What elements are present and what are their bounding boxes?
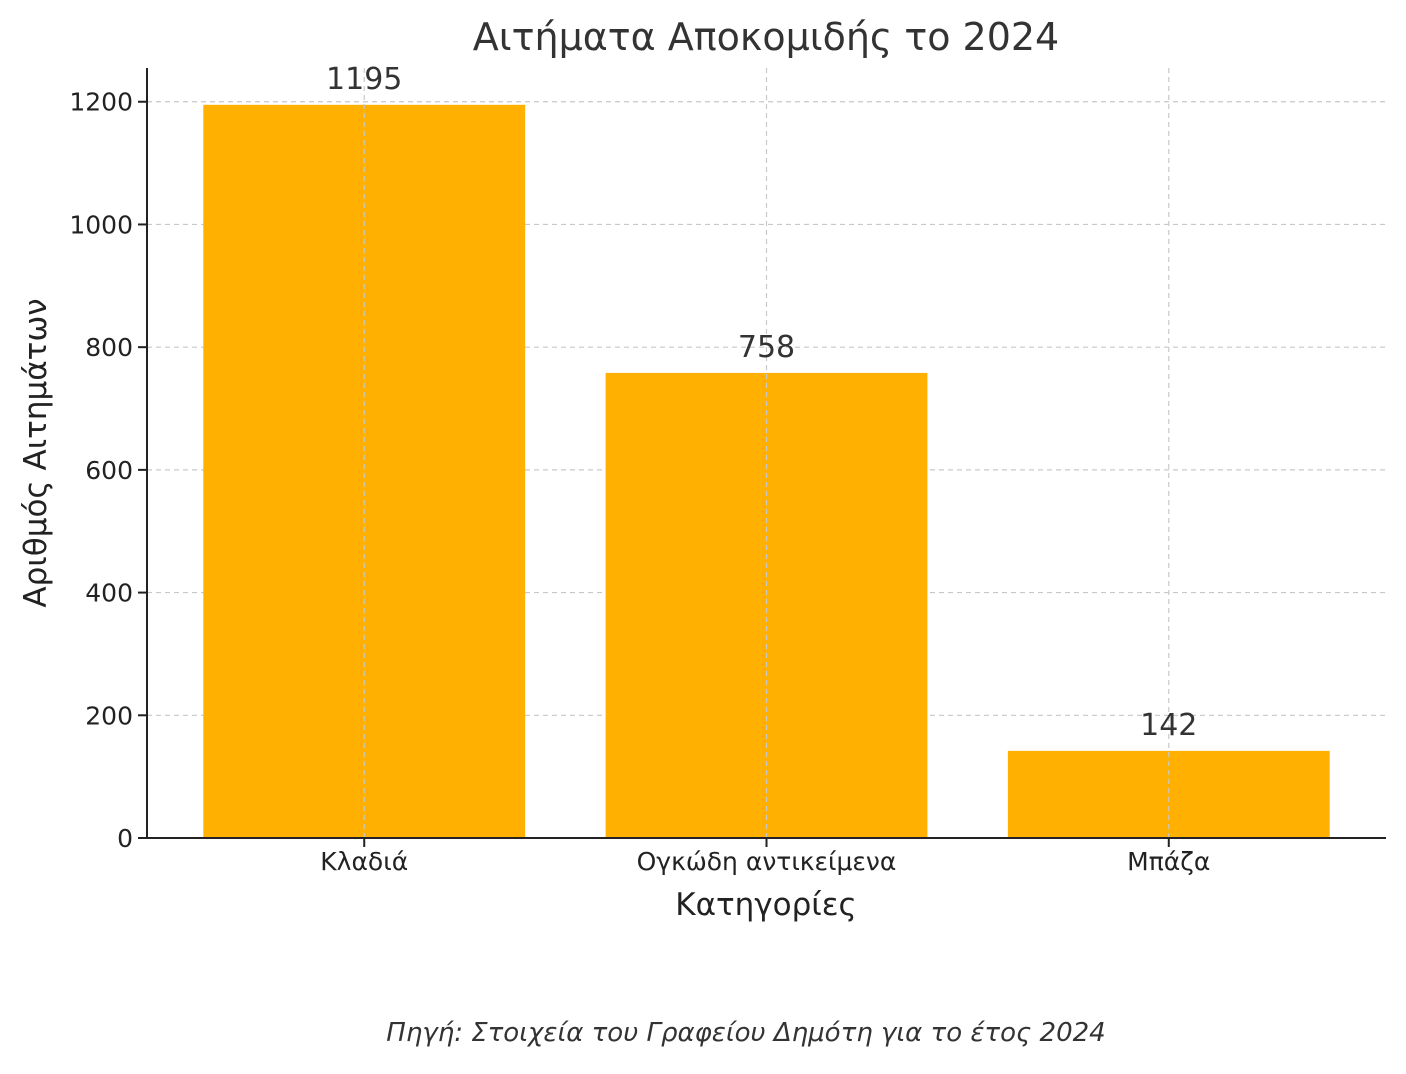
y-tick-label: 800 xyxy=(85,333,133,362)
chart-title: Αιτήματα Αποκομιδής το 2024 xyxy=(473,15,1059,59)
y-tick-label: 1000 xyxy=(69,210,133,239)
y-tick-label: 600 xyxy=(85,456,133,485)
data-label: 1195 xyxy=(326,62,402,97)
y-tick-label: 400 xyxy=(85,579,133,608)
y-ticks: 0 200 400 600 800 1000 1200 xyxy=(69,88,147,853)
data-label: 142 xyxy=(1140,708,1197,743)
data-label: 758 xyxy=(738,330,795,365)
x-axis-label: Κατηγορίες xyxy=(675,887,857,923)
bar xyxy=(605,372,928,838)
x-tick-label: Μπάζα xyxy=(1127,847,1210,876)
source-note: Πηγή: Στοιχεία του Γραφείου Δημότη για τ… xyxy=(386,1018,1106,1048)
y-axis-label: Αριθμός Αιτημάτων xyxy=(18,298,54,607)
y-tick-label: 200 xyxy=(85,701,133,730)
bars xyxy=(203,68,1330,839)
x-ticks: Κλαδιά Ογκώδη αντικείμενα Μπάζα xyxy=(320,838,1210,876)
x-tick-label: Κλαδιά xyxy=(320,847,408,876)
bar xyxy=(203,104,526,839)
y-tick-label: 1200 xyxy=(69,88,133,117)
y-tick-label: 0 xyxy=(117,824,133,853)
x-tick-label: Ογκώδη αντικείμενα xyxy=(637,847,897,876)
data-labels: 1195 758 142 xyxy=(326,62,1197,743)
